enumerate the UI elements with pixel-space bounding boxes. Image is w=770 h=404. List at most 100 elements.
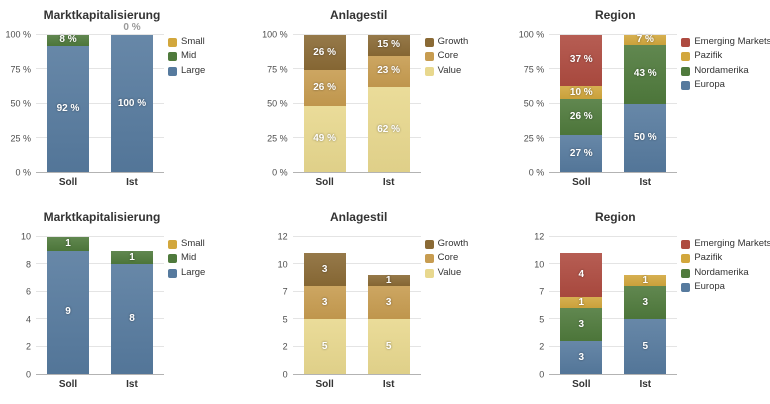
- chart-main: 0 % 25 % 50 % 75 % 100 % 92 % 8 % 100 % 0 % Sol…: [0, 23, 257, 191]
- bar-segment-growth[interactable]: 1: [367, 275, 410, 287]
- legend-swatch: [424, 239, 434, 249]
- bar-value-label: 27 %: [569, 147, 593, 159]
- gridline: [36, 136, 164, 138]
- y-axis: 0 % 25 % 50 % 75 % 100 %: [0, 30, 36, 177]
- bar-segment-pazifik[interactable]: 1: [560, 297, 603, 309]
- legend-item-nordamerika[interactable]: Nordamerika: [681, 267, 770, 278]
- legend-label: Value: [437, 64, 462, 76]
- legend-item-value[interactable]: Value: [424, 267, 469, 278]
- legend-item-large[interactable]: Large: [168, 267, 205, 278]
- bar-segment-nordamerika[interactable]: 43 %: [624, 44, 667, 104]
- bar-soll: 92 % 8 %: [47, 35, 89, 172]
- bar-segment-value[interactable]: 62 %: [367, 87, 410, 172]
- bar-segment-europa[interactable]: 5: [624, 319, 667, 374]
- legend-item-value[interactable]: Value: [424, 64, 469, 76]
- legend-swatch: [168, 52, 177, 62]
- legend-item-nordamerika[interactable]: Nordamerika: [681, 65, 770, 76]
- plot-area: 27 % 26 % 10 % 37 % 50 % 43 % 7 %: [549, 34, 678, 173]
- bar-value-label: 26 %: [313, 46, 337, 58]
- bar-segment-nordamerika[interactable]: 3: [560, 308, 603, 342]
- bar-segment-pazifik[interactable]: 1: [624, 275, 667, 287]
- bar-value-label: 5: [321, 340, 328, 352]
- category-label: Ist: [382, 378, 395, 390]
- bar-segment-europa[interactable]: 3: [560, 341, 603, 374]
- chart-title: Region: [594, 8, 636, 22]
- bar-segment-value[interactable]: 5: [303, 319, 346, 374]
- bar-segment-emerging-markets[interactable]: 4: [560, 253, 603, 298]
- bar-segment-europa[interactable]: 50 %: [624, 103, 667, 172]
- bar-value-label: 3: [385, 296, 392, 308]
- legend-item-small[interactable]: Small: [168, 238, 205, 249]
- bar-value-label: 8 %: [59, 34, 77, 46]
- bar-segment-mid[interactable]: 8 %: [47, 35, 89, 46]
- bar-segment-pazifik[interactable]: 10 %: [560, 85, 603, 100]
- category-label: Soll: [58, 378, 78, 390]
- gridline: [549, 102, 678, 104]
- legend-item-pazifik[interactable]: Pazifik: [681, 50, 770, 62]
- bar-segment-pazifik[interactable]: 7 %: [624, 34, 667, 45]
- bar-soll: 27 % 26 % 10 % 37 %: [560, 35, 603, 172]
- legend-label: Small: [181, 36, 205, 47]
- bar-segment-core[interactable]: 3: [367, 286, 410, 320]
- legend-item-growth[interactable]: Growth: [424, 238, 468, 249]
- legend-item-mid[interactable]: Mid: [168, 50, 205, 62]
- legend-label: Emerging Markets: [694, 238, 770, 249]
- y-axis-label: 75 %: [523, 64, 545, 74]
- bar-segment-emerging-markets[interactable]: 37 %: [560, 35, 603, 86]
- bar-segment-growth[interactable]: 26 %: [303, 35, 346, 71]
- chart-main: 0 2 5 7 10 12 3 3 1 4 5 3 1 Soll Ist Emerging Market…: [513, 232, 770, 393]
- category-label: Soll: [572, 176, 591, 188]
- legend-item-emerging-markets[interactable]: Emerging Markets: [681, 238, 770, 249]
- y-axis-label: 12: [534, 231, 545, 242]
- y-axis-label: 50 %: [523, 98, 545, 109]
- bar-segment-core[interactable]: 23 %: [367, 55, 410, 88]
- bar-segment-mid[interactable]: 1: [47, 237, 89, 251]
- legend-item-europa[interactable]: Europa: [681, 281, 770, 293]
- gridline: [549, 34, 678, 35]
- bar-segment-growth[interactable]: 3: [303, 253, 346, 287]
- bar-value-label: 5: [385, 340, 392, 352]
- legend-item-europa[interactable]: Europa: [681, 79, 770, 90]
- bar-value-label: 62 %: [377, 123, 401, 135]
- bar-segment-mid[interactable]: 1: [111, 250, 153, 265]
- legend-swatch: [168, 254, 177, 264]
- legend-item-core[interactable]: Core: [424, 252, 469, 264]
- bar-segment-core[interactable]: 3: [303, 286, 346, 320]
- bar-segment-core[interactable]: 26 %: [303, 70, 346, 106]
- chart-title: Anlagestil: [329, 210, 388, 224]
- bar-segment-value[interactable]: 49 %: [303, 105, 346, 172]
- legend-swatch: [681, 268, 691, 278]
- bar-segment-large[interactable]: 9: [47, 250, 89, 374]
- y-axis-label: 25 %: [10, 133, 31, 143]
- bar-segment-europa[interactable]: 27 %: [560, 135, 603, 172]
- legend-label: Europa: [694, 281, 725, 293]
- bar-segment-large[interactable]: 8: [111, 264, 153, 374]
- y-axis-label: 7: [539, 286, 545, 297]
- bar-segment-large[interactable]: 100 %: [111, 35, 153, 172]
- bar-value-label: 3: [578, 351, 585, 363]
- legend-item-growth[interactable]: Growth: [424, 36, 468, 47]
- bar-segment-nordamerika[interactable]: 3: [624, 286, 667, 320]
- legend-item-emerging-markets[interactable]: Emerging Markets: [681, 36, 770, 47]
- bar-segment-value[interactable]: 5: [367, 319, 410, 374]
- legend-item-core[interactable]: Core: [424, 50, 469, 61]
- legend-item-mid[interactable]: Mid: [168, 252, 205, 264]
- legend-item-small[interactable]: Small: [168, 36, 205, 47]
- legend-label: Core: [437, 252, 459, 264]
- bar-soll: 3 3 1 4: [560, 237, 603, 374]
- bar-value-label: 3: [321, 263, 328, 275]
- x-axis: Soll Ist: [36, 173, 164, 191]
- legend-swatch: [681, 52, 691, 62]
- legend-item-large[interactable]: Large: [168, 65, 205, 76]
- bar-segment-nordamerika[interactable]: 26 %: [560, 99, 603, 136]
- gridline: [36, 345, 164, 347]
- bar-ist: 50 % 43 % 7 %: [624, 34, 667, 172]
- category-label: Soll: [315, 378, 334, 390]
- legend: Emerging Markets Pazifik Nordamerika Europa: [681, 237, 770, 293]
- legend-item-pazifik[interactable]: Pazifik: [681, 252, 770, 263]
- bar-segment-growth[interactable]: 15 %: [367, 35, 410, 56]
- bar-segment-large[interactable]: 92 %: [47, 45, 89, 172]
- chart-marktkapitalisierung-percent: Marktkapitalisierung 0 % 25 % 50 % 75 % 100 …: [0, 0, 257, 202]
